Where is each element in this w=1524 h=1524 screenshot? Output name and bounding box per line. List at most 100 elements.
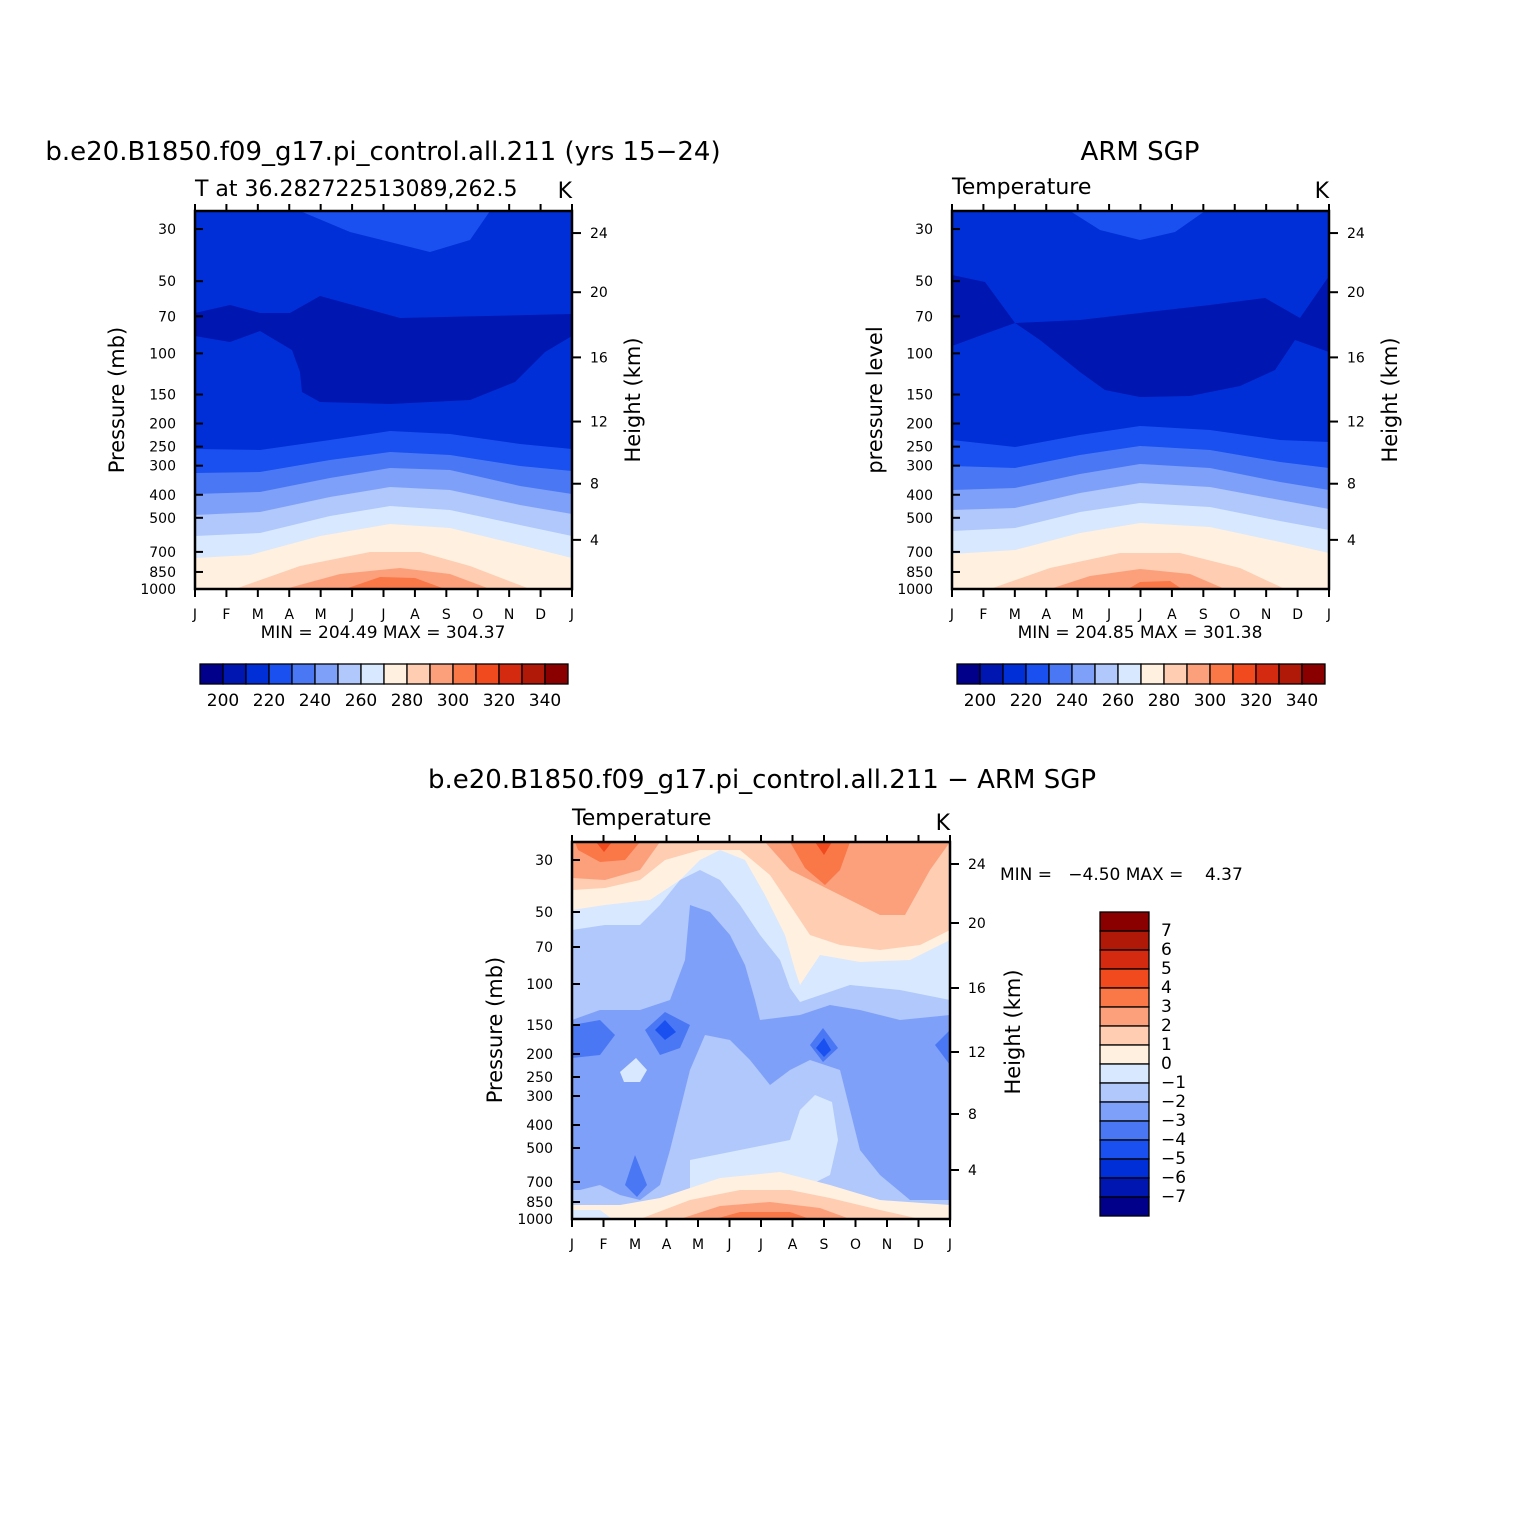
y-tick-label: 700 — [149, 545, 176, 561]
colorbar-label: 220 — [1010, 691, 1042, 711]
x-tick-label: A — [410, 607, 420, 623]
y-tick-label: 1000 — [140, 582, 176, 598]
y-axis-label: pressure level — [863, 326, 887, 473]
colorbar-label: 5 — [1161, 959, 1172, 979]
colorbar-swatch — [1099, 1120, 1150, 1141]
colorbar-label: 2 — [1161, 1016, 1172, 1036]
colorbar-swatch — [1048, 663, 1073, 685]
colorbar-swatch — [1099, 911, 1150, 932]
colorbar: 200 220 240 260 280 300 320 340 — [956, 663, 1326, 711]
y-tick-label: 200 — [526, 1047, 553, 1063]
y-right-tick-label: 12 — [590, 415, 608, 431]
contour-field — [952, 211, 1329, 589]
colorbar-swatch — [383, 663, 408, 685]
colorbar-swatch — [1099, 930, 1150, 951]
contour-band — [300, 211, 490, 252]
y-tick-label: 150 — [149, 387, 176, 403]
colorbar-swatch — [956, 663, 981, 685]
colorbar-swatch — [429, 663, 454, 685]
contour-band — [345, 577, 445, 589]
units-label: K — [1315, 179, 1330, 204]
y-right-tick-label: 24 — [590, 226, 608, 242]
colorbar-swatch — [406, 663, 431, 685]
x-tick-label: S — [1199, 607, 1208, 623]
contour-band — [816, 1038, 831, 1057]
colorbar-swatch — [1099, 1177, 1150, 1198]
y-tick-label: 400 — [526, 1118, 553, 1134]
colorbar-label: 7 — [1161, 921, 1172, 941]
panel-title: b.e20.B1850.f09_g17.pi_control.all.211 (… — [45, 137, 720, 167]
y-tick-label: 850 — [149, 565, 176, 581]
y-tick-label: 300 — [906, 459, 933, 475]
x-tick-label: O — [850, 1237, 861, 1253]
colorbar-swatch — [1099, 987, 1150, 1008]
colorbar-swatch — [1099, 1006, 1150, 1027]
y-right-tick-label: 16 — [590, 350, 608, 366]
colorbar-label: 0 — [1161, 1054, 1172, 1074]
contour-band — [195, 296, 572, 404]
y-axis-right-label: Height (km) — [1001, 969, 1025, 1094]
colorbar-swatch — [1099, 1139, 1150, 1160]
panel-subtitle: T at 36.282722513089,262.5 — [194, 177, 517, 202]
colorbar-swatch — [1209, 663, 1234, 685]
colorbar-swatch — [1186, 663, 1211, 685]
x-tick-label: M — [629, 1237, 641, 1253]
colorbar-label: 260 — [345, 691, 377, 711]
x-tick-label: M — [1009, 607, 1021, 623]
colorbar-label: 200 — [964, 691, 996, 711]
y-tick-label: 250 — [149, 440, 176, 456]
y-tick-label: 50 — [915, 274, 933, 290]
contour-band — [1128, 581, 1182, 589]
x-tick-label: O — [472, 607, 483, 623]
colorbar-swatch — [245, 663, 270, 685]
contour-band — [575, 842, 640, 862]
colorbar-swatch — [1099, 1196, 1150, 1217]
y-tick-label: 300 — [526, 1089, 553, 1105]
x-tick-label: J — [380, 607, 385, 623]
y-tick-label: 50 — [535, 905, 553, 921]
colorbar-swatch — [1099, 1101, 1150, 1122]
x-tick-label: S — [820, 1237, 829, 1253]
x-tick-label: D — [913, 1237, 924, 1253]
x-tick-label: N — [1261, 607, 1271, 623]
y-tick-label: 70 — [915, 309, 933, 325]
colorbar-swatch — [452, 663, 477, 685]
colorbar-swatch — [1099, 949, 1150, 970]
units-label: K — [558, 179, 573, 204]
colorbar-swatch — [1002, 663, 1027, 685]
contour-band — [952, 275, 1329, 397]
colorbar-swatch — [1278, 663, 1303, 685]
x-tick-label: M — [1072, 607, 1084, 623]
colorbar-label: 3 — [1161, 997, 1172, 1017]
y-tick-label: 1000 — [897, 582, 933, 598]
y-axis-label: Pressure (mb) — [105, 327, 129, 474]
x-tick-label: J — [569, 607, 574, 623]
colorbar-swatch — [1099, 1158, 1150, 1179]
x-tick-label: M — [252, 607, 264, 623]
contour-band — [790, 842, 850, 885]
units-label: K — [936, 811, 951, 836]
x-tick-label: J — [349, 607, 354, 623]
colorbar-label: 200 — [207, 691, 239, 711]
colorbar-swatch — [1099, 968, 1150, 989]
colorbar-swatch — [291, 663, 316, 685]
y-tick-label: 150 — [526, 1018, 553, 1034]
contour-band — [572, 905, 950, 1200]
panel-title: ARM SGP — [1081, 137, 1200, 167]
y-tick-label: 70 — [535, 940, 553, 956]
y-right-tick-label: 8 — [968, 1107, 977, 1123]
y-right-tick-label: 12 — [968, 1045, 986, 1061]
contour-band — [572, 1020, 615, 1058]
y-tick-label: 400 — [906, 488, 933, 504]
colorbar-swatch — [268, 663, 293, 685]
colorbar-swatch — [475, 663, 500, 685]
y-tick-label: 200 — [906, 417, 933, 433]
y-right-tick-label: 4 — [1347, 533, 1356, 549]
contour-band — [572, 1210, 612, 1219]
colorbar-swatch — [1301, 663, 1326, 685]
colorbar-label: −7 — [1161, 1187, 1186, 1207]
y-right-tick-label: 16 — [1347, 350, 1365, 366]
x-tick-label: A — [662, 1237, 672, 1253]
y-tick-label: 300 — [149, 459, 176, 475]
